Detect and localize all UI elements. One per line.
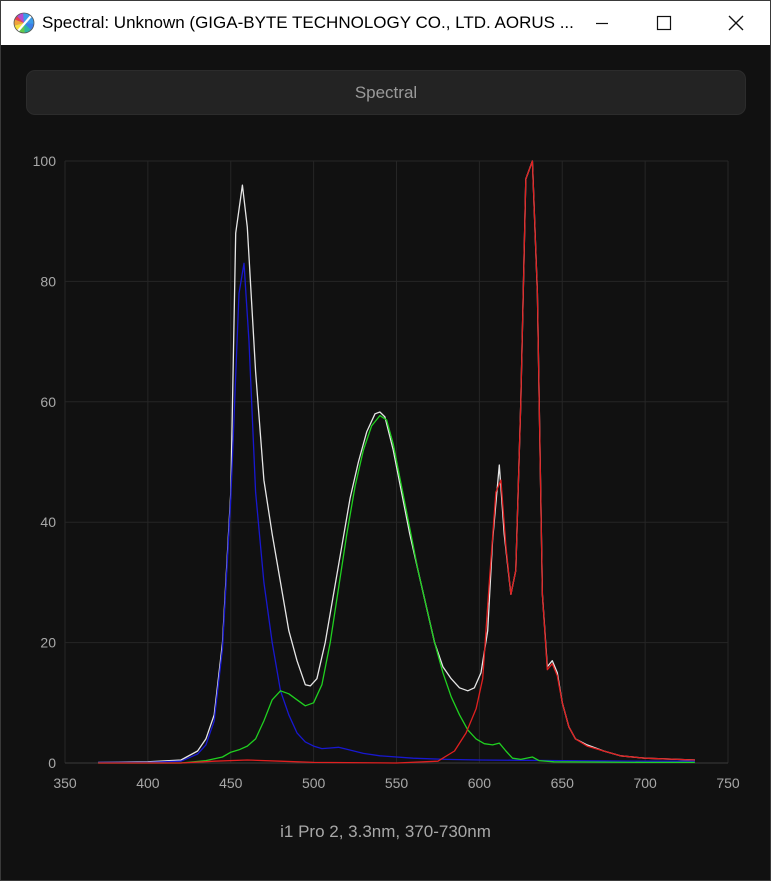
instrument-caption: i1 Pro 2, 3.3nm, 370-730nm — [280, 822, 491, 841]
series-line-green — [98, 414, 695, 764]
y-tick-label: 100 — [33, 153, 57, 169]
series-line-blue — [98, 262, 695, 764]
x-tick-label: 400 — [136, 775, 160, 791]
series-line-red — [98, 160, 695, 764]
x-tick-label: 700 — [633, 775, 657, 791]
x-tick-label: 600 — [468, 775, 492, 791]
maximize-button[interactable] — [641, 1, 687, 45]
title-bar[interactable]: Spectral: Unknown (GIGA-BYTE TECHNOLOGY … — [1, 1, 770, 45]
close-button[interactable] — [713, 1, 759, 45]
x-tick-label: 350 — [53, 775, 77, 791]
chart-ticks: 350 400 450 500 550 600 650 700 750 0 20 40 60 80 100 — [33, 153, 740, 791]
x-tick-label: 650 — [551, 775, 575, 791]
minimize-button[interactable] — [579, 1, 625, 45]
y-tick-label: 80 — [40, 273, 56, 289]
y-tick-label: 40 — [40, 514, 56, 530]
minimize-icon — [596, 22, 608, 25]
x-tick-label: 750 — [716, 775, 740, 791]
chart-series — [98, 160, 695, 764]
y-tick-label: 60 — [40, 394, 56, 410]
maximize-icon — [656, 15, 672, 31]
x-tick-label: 450 — [219, 775, 243, 791]
chart-grid — [64, 160, 729, 764]
x-tick-label: 550 — [385, 775, 409, 791]
window-title: Spectral: Unknown (GIGA-BYTE TECHNOLOGY … — [42, 13, 574, 32]
y-tick-label: 0 — [48, 755, 56, 771]
color-wheel-icon — [13, 12, 35, 34]
spectral-mode-button[interactable]: Spectral — [26, 70, 746, 115]
x-tick-label: 500 — [302, 775, 326, 791]
close-icon — [728, 15, 744, 31]
spectral-chart: 350 400 450 500 550 600 650 700 750 0 20 40 60 80 100 — [33, 153, 740, 791]
y-tick-label: 20 — [40, 635, 56, 651]
